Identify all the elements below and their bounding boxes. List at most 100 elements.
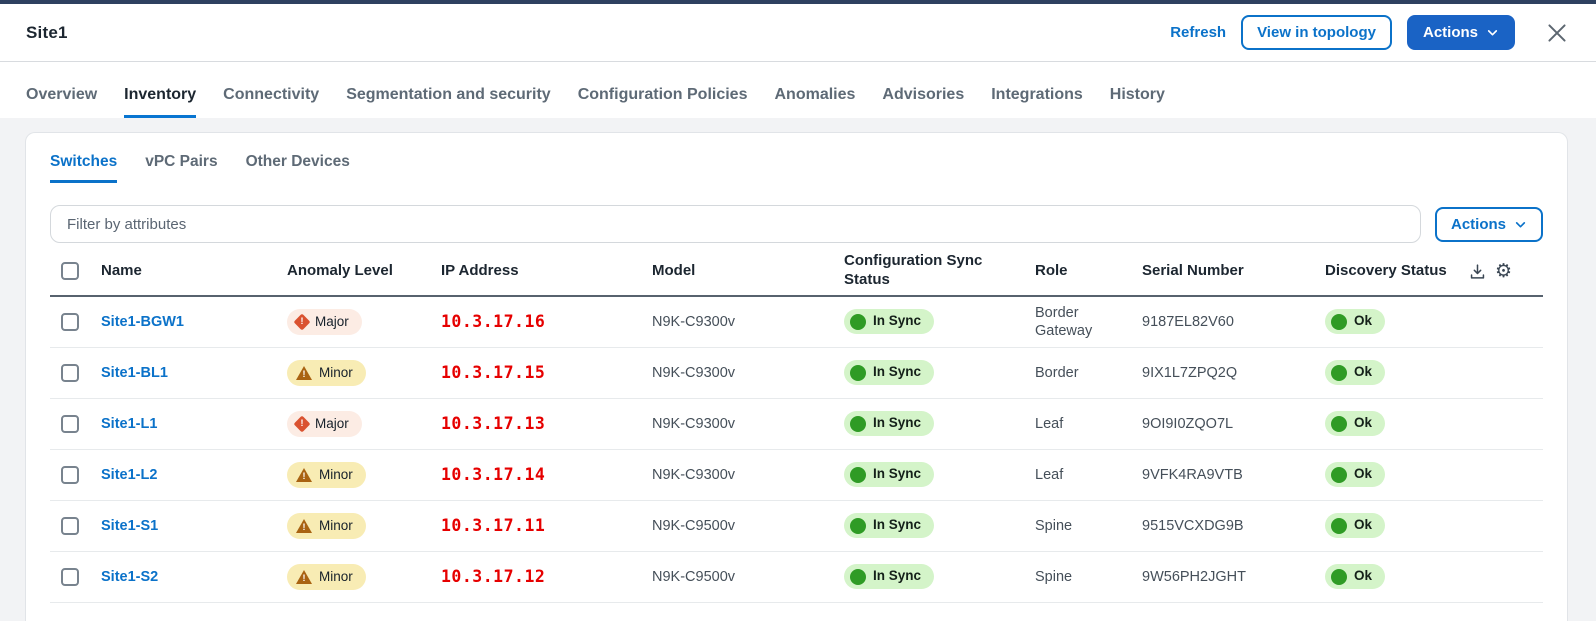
titlebar: Site1 Refresh View in topology Actions [0, 4, 1596, 62]
model: N9K-C9500v [652, 568, 736, 585]
switch-name-link[interactable]: Site1-L1 [101, 415, 158, 432]
ip-address: 10.3.17.14 [441, 464, 546, 484]
sync-status-badge: In Sync [844, 513, 935, 539]
serial-number: 9W56PH2JGHT [1142, 568, 1246, 585]
tab-segmentation-and-security[interactable]: Segmentation and security [346, 86, 551, 103]
discovery-status-badge: Ok [1325, 360, 1386, 386]
main-tabs: Overview Inventory Connectivity Segmentatio… [0, 62, 1596, 118]
filter-input[interactable] [50, 205, 1421, 243]
tab-integrations[interactable]: Integrations [991, 86, 1083, 103]
role: Spine [1035, 517, 1073, 534]
chevron-down-icon [1514, 218, 1527, 231]
model: N9K-C9300v [652, 364, 736, 381]
green-dot-icon [1331, 313, 1347, 330]
anomaly-icon [296, 570, 312, 584]
column-header-ip-address[interactable]: IP Address [441, 261, 519, 279]
tab-history[interactable]: History [1109, 86, 1165, 103]
close-icon[interactable] [1544, 20, 1570, 46]
role: Border Gateway [1035, 304, 1093, 339]
gear-icon[interactable]: ⚙ [1495, 259, 1513, 282]
green-dot-icon [1331, 415, 1347, 432]
table-row: Site1-BGW1 Major 10.3.17.16 N9K-C9300v I… [50, 297, 1543, 348]
titlebar-actions: Refresh View in topology Actions [1170, 15, 1570, 50]
page-title: Site1 [26, 22, 68, 42]
sync-status-badge: In Sync [844, 411, 935, 437]
model: N9K-C9300v [652, 415, 736, 432]
tab-configuration-policies[interactable]: Configuration Policies [577, 86, 748, 103]
serial-number: 9187EL82V60 [1142, 313, 1234, 330]
tab-inventory[interactable]: Inventory [124, 86, 197, 118]
sync-status-badge: In Sync [844, 462, 935, 488]
anomaly-icon [293, 313, 311, 331]
column-header-anomaly-level[interactable]: Anomaly Level [287, 261, 393, 279]
switch-name-link[interactable]: Site1-S2 [101, 568, 159, 585]
select-all-checkbox[interactable] [61, 262, 79, 280]
anomaly-icon [293, 415, 311, 433]
column-header-name[interactable]: Name [101, 261, 142, 279]
discovery-status-badge: Ok [1325, 513, 1386, 539]
switch-name-link[interactable]: Site1-S1 [101, 517, 159, 534]
tab-overview[interactable]: Overview [26, 86, 98, 103]
discovery-status-label: Ok [1354, 466, 1373, 482]
row-checkbox[interactable] [61, 415, 79, 433]
model: N9K-C9300v [652, 313, 736, 330]
sync-status-label: In Sync [873, 466, 922, 482]
sync-status-badge: In Sync [844, 309, 935, 335]
row-checkbox[interactable] [61, 313, 79, 331]
refresh-button[interactable]: Refresh [1170, 24, 1227, 41]
subtab-vpc-pairs[interactable]: vPC Pairs [145, 153, 218, 170]
table-row: Site1-S1 Minor 10.3.17.11 N9K-C9500v In … [50, 501, 1543, 552]
green-dot-icon [1331, 364, 1347, 381]
actions-button-label: Actions [1422, 24, 1478, 41]
green-dot-icon [850, 517, 866, 534]
anomaly-badge: Minor [287, 512, 366, 540]
ip-address: 10.3.17.15 [441, 362, 546, 382]
table-row: Site1-L2 Minor 10.3.17.14 N9K-C9300v In … [50, 450, 1543, 501]
ip-address: 10.3.17.16 [441, 311, 546, 331]
anomaly-label: Minor [319, 568, 353, 584]
tab-connectivity[interactable]: Connectivity [223, 86, 320, 103]
column-header-config-sync-status[interactable]: Configuration Sync Status [844, 252, 983, 288]
switch-name-link[interactable]: Site1-BL1 [101, 364, 168, 381]
subtab-switches[interactable]: Switches [50, 153, 118, 183]
green-dot-icon [850, 568, 866, 585]
model: N9K-C9500v [652, 517, 736, 534]
anomaly-badge: Major [287, 308, 362, 336]
column-header-serial-number[interactable]: Serial Number [1142, 261, 1244, 279]
switch-name-link[interactable]: Site1-BGW1 [101, 313, 184, 330]
serial-number: 9VFK4RA9VTB [1142, 466, 1243, 483]
inventory-card: Switches vPC Pairs Other Devices Actions N… [25, 132, 1568, 621]
discovery-status-label: Ok [1354, 313, 1373, 329]
subtab-other-devices[interactable]: Other Devices [245, 153, 350, 170]
role: Border [1035, 364, 1079, 381]
table-header-icons: ⚙ [1457, 259, 1545, 282]
row-checkbox[interactable] [61, 466, 79, 484]
switch-name-link[interactable]: Site1-L2 [101, 466, 158, 483]
tab-advisories[interactable]: Advisories [882, 86, 965, 103]
sync-status-badge: In Sync [844, 564, 935, 590]
model: N9K-C9300v [652, 466, 736, 483]
row-checkbox[interactable] [61, 568, 79, 586]
role: Spine [1035, 568, 1073, 585]
sync-status-label: In Sync [873, 568, 922, 584]
download-icon[interactable] [1468, 262, 1487, 281]
row-checkbox[interactable] [61, 517, 79, 535]
anomaly-icon [296, 468, 312, 482]
green-dot-icon [850, 415, 866, 432]
anomaly-badge: Minor [287, 359, 366, 387]
row-checkbox[interactable] [61, 364, 79, 382]
column-header-discovery-status[interactable]: Discovery Status [1325, 261, 1447, 279]
actions-button-table[interactable]: Actions [1434, 206, 1543, 242]
column-header-model[interactable]: Model [652, 261, 696, 279]
serial-number: 9515VCXDG9B [1142, 517, 1244, 534]
green-dot-icon [1331, 568, 1347, 585]
green-dot-icon [850, 466, 866, 483]
column-header-role[interactable]: Role [1035, 261, 1068, 279]
anomaly-badge: Minor [287, 461, 366, 489]
actions-button-top[interactable]: Actions [1406, 15, 1515, 50]
table-row: Site1-L1 Major 10.3.17.13 N9K-C9300v In … [50, 399, 1543, 450]
tab-anomalies[interactable]: Anomalies [774, 86, 856, 103]
role: Leaf [1035, 415, 1064, 432]
anomaly-label: Major [315, 313, 349, 329]
view-in-topology-button[interactable]: View in topology [1241, 15, 1392, 50]
